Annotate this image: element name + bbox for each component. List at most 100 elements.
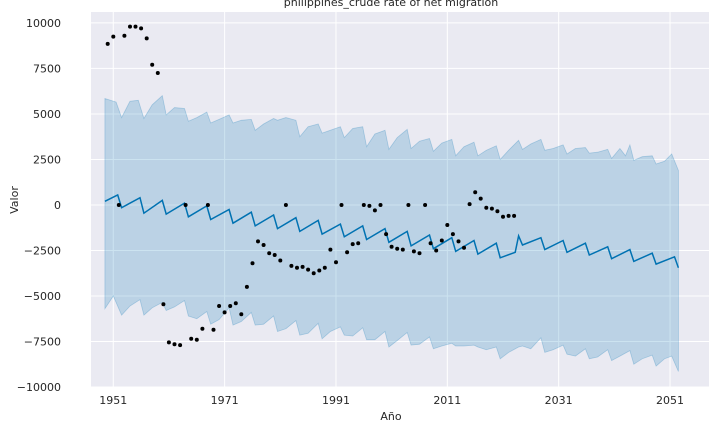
data-point xyxy=(395,246,400,251)
data-point xyxy=(217,304,222,308)
data-point xyxy=(411,249,416,254)
data-point xyxy=(311,271,316,276)
data-point xyxy=(417,251,422,256)
data-point xyxy=(116,203,121,207)
data-point xyxy=(428,241,433,246)
data-point xyxy=(122,33,127,38)
data-point xyxy=(484,205,489,210)
observed-points xyxy=(105,24,517,348)
data-point xyxy=(239,312,244,317)
data-point xyxy=(356,241,361,246)
data-point xyxy=(172,342,177,347)
data-point xyxy=(434,248,439,253)
x-tick-label: 2051 xyxy=(656,394,684,407)
data-point xyxy=(367,203,372,208)
forecast-line-group xyxy=(104,193,680,269)
data-point xyxy=(128,24,132,29)
data-point xyxy=(278,258,283,263)
uncertainty-band xyxy=(104,94,679,372)
y-tick-label: 0 xyxy=(54,199,61,212)
y-tick-label: −7500 xyxy=(24,335,61,348)
tick-labels: 1951 1971 1991 2011 2031 2051 10000 7500 5000 250… xyxy=(17,17,684,407)
data-point xyxy=(228,304,233,308)
data-point xyxy=(289,263,294,268)
data-point xyxy=(200,326,205,331)
data-point xyxy=(334,260,338,265)
data-point xyxy=(105,41,110,46)
data-point xyxy=(205,203,210,207)
data-point xyxy=(178,343,183,348)
data-point xyxy=(317,268,322,273)
x-tick-label: 2031 xyxy=(545,394,573,407)
data-point xyxy=(194,337,199,342)
data-point xyxy=(478,196,483,201)
data-point xyxy=(189,336,194,341)
data-point xyxy=(467,202,472,207)
data-point xyxy=(489,206,494,211)
data-point xyxy=(456,239,461,244)
data-point xyxy=(512,213,517,218)
data-point xyxy=(339,203,344,207)
y-tick-label: 10000 xyxy=(26,17,61,30)
forecast-line xyxy=(104,193,680,269)
y-tick-label: 5000 xyxy=(33,108,61,121)
x-tick-label: 1971 xyxy=(211,394,239,407)
y-tick-label: 2500 xyxy=(33,153,61,166)
y-axis-label: Valor xyxy=(8,186,21,214)
uncertainty-interval xyxy=(104,94,679,372)
x-tick-label: 1991 xyxy=(322,394,350,407)
data-point xyxy=(406,203,411,207)
data-point xyxy=(166,340,171,345)
data-point xyxy=(473,190,478,195)
data-point xyxy=(345,250,350,255)
plot-background xyxy=(91,12,709,387)
data-point xyxy=(133,24,138,29)
grid xyxy=(91,12,709,388)
data-point xyxy=(350,242,355,247)
data-point xyxy=(501,214,505,219)
data-point xyxy=(450,232,455,237)
data-point xyxy=(150,62,155,67)
x-tick-label: 1951 xyxy=(99,394,127,407)
y-tick-label: −2500 xyxy=(24,244,61,257)
data-point xyxy=(272,253,277,257)
data-point xyxy=(439,238,444,243)
data-point xyxy=(261,243,266,247)
data-point xyxy=(267,251,272,256)
data-point xyxy=(144,36,149,41)
data-point xyxy=(211,327,216,332)
x-axis-label: Año xyxy=(380,410,401,423)
data-point xyxy=(250,261,255,266)
chart-title: philippines_crude rate of net migration xyxy=(284,0,499,9)
data-point xyxy=(111,34,116,39)
data-point xyxy=(389,244,394,249)
data-point xyxy=(462,245,466,250)
data-point xyxy=(155,71,160,75)
y-tick-label: −5000 xyxy=(24,290,61,303)
data-point xyxy=(495,209,500,214)
data-point xyxy=(506,213,511,218)
data-point xyxy=(222,310,227,315)
data-point xyxy=(306,267,311,272)
data-point xyxy=(300,264,305,269)
data-point xyxy=(361,203,366,207)
data-point xyxy=(372,208,377,213)
data-point xyxy=(283,203,288,207)
y-tick-label: −10000 xyxy=(17,381,61,394)
data-point xyxy=(233,301,238,306)
data-point xyxy=(400,247,405,252)
data-point xyxy=(244,284,249,289)
data-point xyxy=(378,203,383,207)
data-point xyxy=(295,265,299,270)
data-point xyxy=(161,302,166,307)
data-point xyxy=(423,203,428,207)
data-point xyxy=(328,247,333,252)
data-point xyxy=(322,265,327,270)
data-point xyxy=(183,203,188,207)
data-point xyxy=(445,223,450,227)
y-tick-label: 7500 xyxy=(33,62,61,75)
data-point xyxy=(256,239,260,244)
data-point xyxy=(139,26,144,31)
